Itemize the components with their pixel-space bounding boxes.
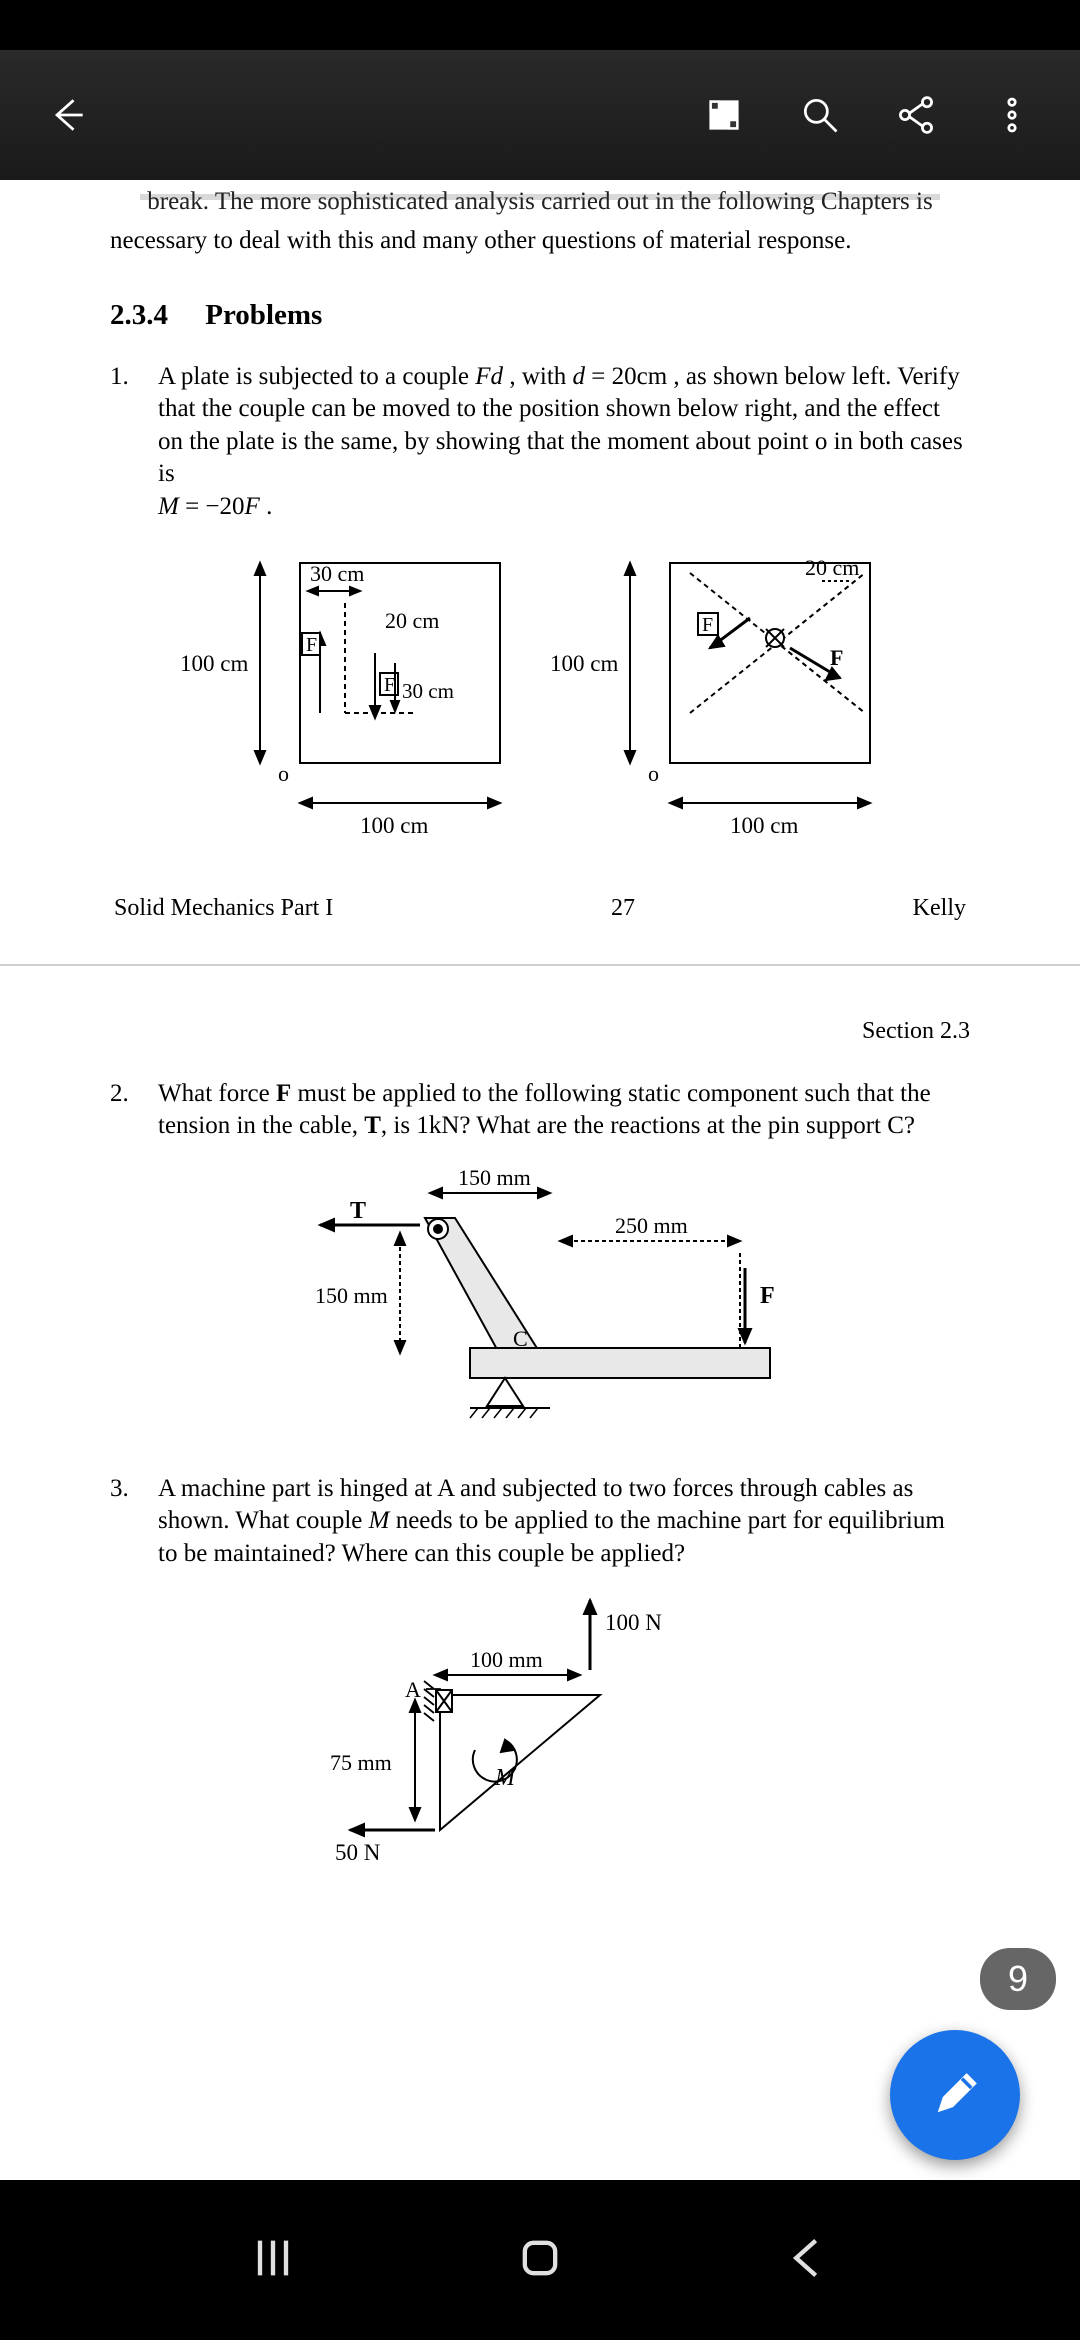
fragment-line: break. The more sophisticated analysis c…: [147, 188, 932, 215]
problem-text: What force F must be applied to the foll…: [158, 1078, 970, 1143]
figure-3: 100 N 100 mm 75 mm A M: [260, 1590, 760, 1890]
figure-1: 100 cm 100 cm 30 cm 20 cm F: [150, 543, 930, 843]
status-bar: [0, 0, 1080, 50]
problem-1: 1. A plate is subjected to a couple Fd ,…: [110, 361, 970, 524]
page-break: [0, 964, 1080, 966]
svg-text:20 cm: 20 cm: [805, 555, 859, 580]
edit-fab[interactable]: [890, 2030, 1020, 2160]
svg-text:F: F: [702, 614, 713, 636]
svg-text:100 mm: 100 mm: [470, 1647, 543, 1672]
svg-text:F: F: [306, 634, 317, 656]
prev-page-fragment: break. The more sophisticated analysis c…: [110, 180, 970, 219]
svg-text:o: o: [278, 761, 289, 786]
svg-text:100 cm: 100 cm: [550, 651, 618, 676]
svg-text:T: T: [350, 1198, 366, 1224]
page-footer: Solid Mechanics Part I 27 Kelly: [110, 893, 970, 924]
svg-text:100 cm: 100 cm: [360, 813, 428, 838]
svg-text:150 mm: 150 mm: [315, 1283, 388, 1308]
svg-text:20 cm: 20 cm: [385, 608, 439, 633]
back-button[interactable]: [781, 2232, 833, 2289]
svg-text:F: F: [830, 645, 843, 670]
svg-text:A: A: [405, 1677, 421, 1702]
problem-3: 3. A machine part is hinged at A and sub…: [110, 1473, 970, 1571]
svg-text:50 N: 50 N: [335, 1840, 381, 1865]
svg-text:100 cm: 100 cm: [730, 813, 798, 838]
svg-text:o: o: [648, 761, 659, 786]
svg-text:100 cm: 100 cm: [180, 651, 248, 676]
problem-num: 1.: [110, 361, 140, 524]
svg-text:30 cm: 30 cm: [402, 679, 454, 703]
share-icon[interactable]: [868, 67, 964, 163]
section-number: 2.3.4: [110, 299, 168, 331]
footer-right: Kelly: [913, 893, 966, 924]
home-button[interactable]: [514, 2232, 566, 2289]
section-label: Section 2.3: [110, 1016, 970, 1047]
problem-num: 2.: [110, 1078, 140, 1143]
svg-text:F: F: [384, 674, 395, 696]
problem-2: 2. What force F must be applied to the f…: [110, 1078, 970, 1143]
recents-button[interactable]: [247, 2232, 299, 2289]
svg-text:100 N: 100 N: [605, 1610, 662, 1635]
figure-2: 150 mm 250 mm 150 mm T: [220, 1163, 860, 1443]
more-icon[interactable]: [964, 67, 1060, 163]
android-nav-bar: [0, 2180, 1080, 2340]
problem-text: A plate is subjected to a couple Fd , wi…: [158, 361, 970, 524]
footer-center: 27: [611, 893, 635, 924]
back-icon[interactable]: [20, 67, 116, 163]
search-icon[interactable]: [772, 67, 868, 163]
app-bar: [0, 50, 1080, 180]
section-heading: 2.3.4 Problems: [110, 297, 970, 335]
svg-text:F: F: [760, 1283, 775, 1309]
pencil-icon: [927, 2067, 983, 2123]
intro-text: necessary to deal with this and many oth…: [110, 225, 970, 258]
svg-text:M: M: [494, 1765, 517, 1791]
problem-text: A machine part is hinged at A and subjec…: [158, 1473, 970, 1571]
svg-text:250 mm: 250 mm: [615, 1213, 688, 1238]
problem-num: 3.: [110, 1473, 140, 1571]
svg-text:30 cm: 30 cm: [310, 561, 364, 586]
svg-text:C: C: [513, 1326, 528, 1351]
svg-text:75 mm: 75 mm: [330, 1750, 392, 1775]
layout-icon[interactable]: [676, 67, 772, 163]
document-page[interactable]: break. The more sophisticated analysis c…: [0, 180, 1080, 2180]
footer-left: Solid Mechanics Part I: [114, 893, 333, 924]
page-indicator: 9: [980, 1948, 1056, 2010]
svg-text:150 mm: 150 mm: [458, 1165, 531, 1190]
section-title: Problems: [205, 299, 322, 331]
